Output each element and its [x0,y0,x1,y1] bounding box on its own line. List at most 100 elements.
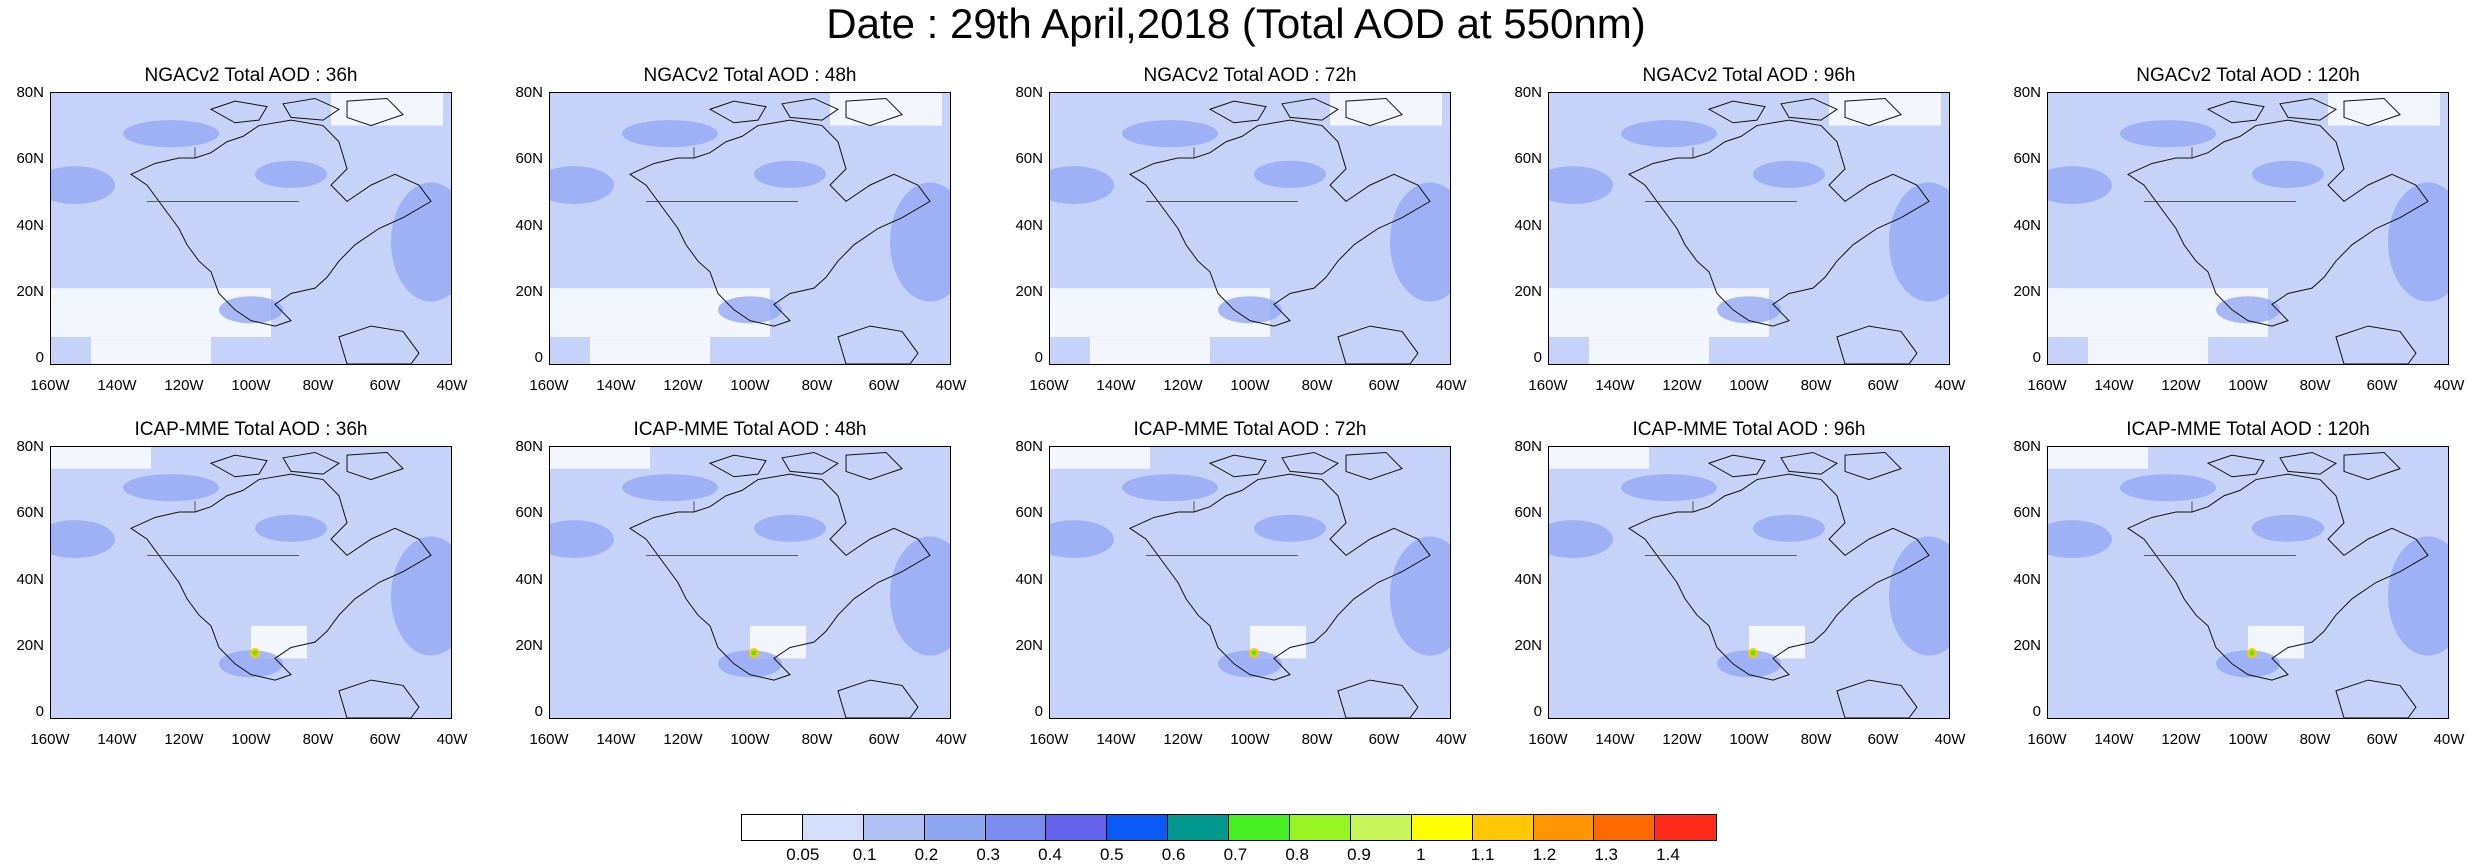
lon-tick-label: 120W [2161,731,2201,748]
coastline [1707,451,1902,481]
aod-plume [1218,650,1282,678]
low-aod-patch [590,336,710,364]
lat-tick-label: 20N [1015,282,1043,300]
lon-tick-label: 100W [231,731,271,748]
colorbar-swatch [1411,815,1473,840]
coastline [628,119,931,327]
lon-tick-label: 80W [2299,377,2331,394]
aod-map [2047,92,2449,365]
lat-tick-label: 60N [2013,150,2041,168]
aod-plume [1889,182,1949,302]
colorbar-swatch [863,815,925,840]
political-border [147,501,299,556]
lon-tick-label: 40W [436,731,468,748]
lon-tick-label: 40W [436,377,468,394]
lon-tick-label: 120W [663,377,703,394]
low-aod-patch [2048,447,2148,469]
colorbar-swatch [802,815,864,840]
coastline [1337,325,1419,364]
map-panel: NGACv2 Total AOD : 48h 80N 60N 40N 20N 0 160W 1… [515,65,966,394]
coastline [1707,97,1902,127]
map-panel: ICAP-MME Total AOD : 96h 80N 60N 40N 20N 0 160… [1514,419,1965,748]
colorbar-label: 0.1 [852,845,877,864]
lon-tick-label: 80W [2299,731,2331,748]
lon-tick-label: 100W [1230,731,1270,748]
lon-tick-label: 60W [1368,377,1400,394]
lon-tick-label: 80W [1301,377,1333,394]
lon-tick-label: 80W [1800,731,1832,748]
lat-tick-label: 80N [1015,84,1043,101]
colorbar-swatch [1594,815,1656,840]
panel-title: ICAP-MME Total AOD : 120h [2126,419,2370,440]
lon-tick-label: 100W [1230,377,1270,394]
low-aod-patch [830,93,942,126]
aod-plume [754,160,826,188]
lat-tick-label: 80N [2013,84,2041,101]
aod-plume [391,536,451,656]
panel-title: ICAP-MME Total AOD : 36h [134,419,368,440]
aod-hotspot-core [252,650,258,656]
colorbar-label: 1.1 [1470,845,1495,864]
colorbar-swatch [1655,815,1717,840]
colorbar-swatch [1107,815,1169,840]
colorbar-swatch [742,815,803,840]
lon-tick-label: 140W [596,377,636,394]
coastline [2126,473,2429,681]
aod-map [549,92,951,365]
lon-tick-label: 120W [164,731,204,748]
low-aod-patch [91,336,211,364]
map-panel: ICAP-MME Total AOD : 36h 80N 60N 40N 20N 0 160… [16,419,467,748]
aod-plume [2388,536,2448,656]
aod-plume [1717,650,1781,678]
lat-tick-label: 80N [1015,438,1043,455]
lon-tick-label: 160W [1528,731,1568,748]
colorbar-label: 1.2 [1532,845,1557,864]
aod-plume [2048,520,2112,559]
lon-tick-label: 80W [302,731,334,748]
lat-tick-label: 40N [515,216,543,234]
lon-tick-label: 140W [1096,731,1136,748]
aod-plume [51,520,115,559]
coastline [2126,119,2429,327]
low-aod-patch [1589,336,1709,364]
figure-title: Date : 29th April,2018 (Total AOD at 550… [826,0,1646,47]
map-panel: ICAP-MME Total AOD : 72h 80N 60N 40N 20N 0 160… [1015,419,1466,748]
lat-tick-label: 60N [16,504,44,522]
lon-tick-label: 120W [663,731,703,748]
lat-tick-label: 20N [1514,282,1542,300]
map-panel: NGACv2 Total AOD : 120h 80N 60N 40N 20N 0 160W… [2013,65,2464,394]
lon-tick-label: 160W [30,731,70,748]
coastline [1208,451,1403,481]
lat-tick-label: 0 [1533,349,1542,366]
low-aod-patch [1050,447,1150,469]
lat-tick-label: 40N [2013,216,2041,234]
lat-tick-label: 0 [1034,349,1043,366]
lon-tick-label: 40W [935,731,967,748]
coastline [1836,325,1918,364]
lon-tick-label: 60W [1867,377,1899,394]
colorbar-swatch [1472,815,1534,840]
colorbar-label: 1.4 [1656,845,1680,864]
political-border [2144,147,2296,202]
aod-plume [1621,120,1717,148]
low-aod-patch [2088,336,2208,364]
aod-plume [2048,166,2112,205]
lat-tick-label: 60N [515,150,543,168]
map-panel: ICAP-MME Total AOD : 48h 80N 60N 40N 20N 0 160… [515,419,966,748]
lon-tick-label: 120W [1163,377,1203,394]
lat-tick-label: 0 [2032,703,2041,720]
lon-tick-label: 40W [1934,731,1966,748]
aod-plume [2216,650,2280,678]
aod-plume [1122,474,1218,502]
colorbar-swatch [1229,815,1291,840]
aod-map [50,446,452,719]
aod-map [1049,92,1451,365]
lon-tick-label: 60W [369,377,401,394]
lon-tick-label: 160W [1029,377,1069,394]
lat-tick-label: 0 [2032,349,2041,366]
lat-tick-label: 0 [1533,703,1542,720]
lon-tick-label: 60W [868,377,900,394]
lat-tick-label: 40N [1015,570,1043,588]
colorbar-label: 0.2 [914,845,939,864]
coastline [1627,119,1930,327]
